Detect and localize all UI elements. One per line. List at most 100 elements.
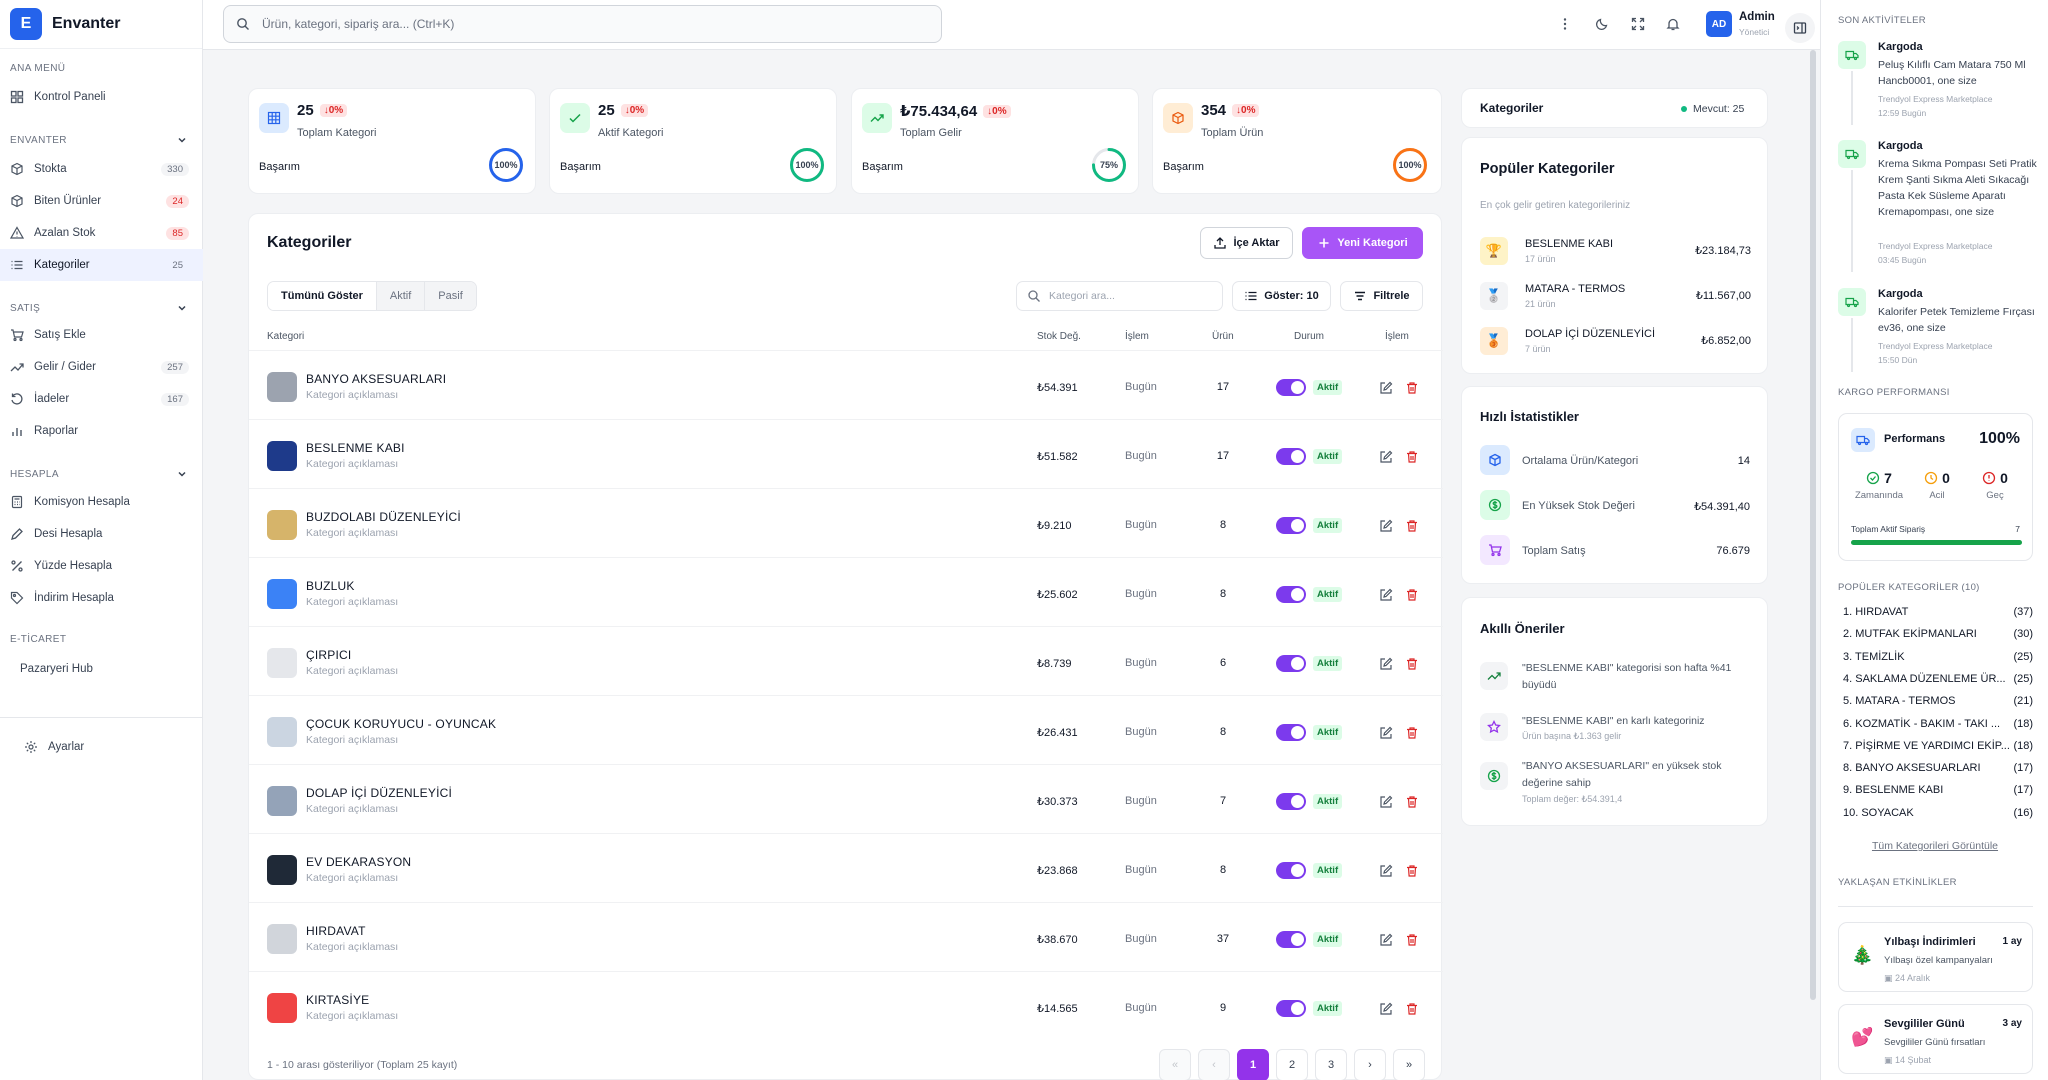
scrollbar[interactable]: [1810, 50, 1816, 1000]
fullscreen-icon[interactable]: [1631, 17, 1645, 31]
pagination-first[interactable]: «: [1159, 1049, 1191, 1080]
sidebar-item-desi[interactable]: Desi Hesapla: [0, 518, 203, 550]
panel-toggle-button[interactable]: [1785, 13, 1815, 43]
more-vertical-icon[interactable]: [1558, 17, 1572, 31]
table-row[interactable]: ÇIRPICI Kategori açıklaması ₺8.739 Bugün…: [249, 626, 1443, 694]
popular-category-rank-item[interactable]: 1. HIRDAVAT (37): [1843, 606, 2033, 618]
category-name[interactable]: BUZDOLABI DÜZENLEYİCİ: [306, 510, 461, 524]
popular-category-item[interactable]: 🏆 BESLENME KABI 17 ürün ₺23.184,73: [1480, 232, 1751, 272]
status-toggle[interactable]: [1276, 793, 1306, 810]
sidebar-item-percent[interactable]: Yüzde Hesapla: [0, 550, 203, 582]
table-row[interactable]: HIRDAVAT Kategori açıklaması ₺38.670 Bug…: [249, 902, 1443, 970]
table-row[interactable]: DOLAP İÇİ DÜZENLEYİCİ Kategori açıklamas…: [249, 764, 1443, 832]
popular-category-rank-item[interactable]: 3. TEMİZLİK (25): [1843, 651, 2033, 663]
table-row[interactable]: BESLENME KABI Kategori açıklaması ₺51.58…: [249, 419, 1443, 487]
edit-icon[interactable]: [1379, 588, 1393, 602]
column-header-products[interactable]: Ürün: [1212, 331, 1234, 342]
import-button[interactable]: İçe Aktar: [1200, 227, 1293, 259]
status-toggle[interactable]: [1276, 931, 1306, 948]
section-title-sales[interactable]: SATIŞ: [0, 301, 203, 315]
trash-icon[interactable]: [1405, 381, 1419, 395]
trash-icon[interactable]: [1405, 657, 1419, 671]
edit-icon[interactable]: [1379, 795, 1393, 809]
page-size-button[interactable]: Göster: 10: [1232, 281, 1331, 311]
sidebar-item-settings[interactable]: Ayarlar: [0, 731, 203, 763]
filter-button[interactable]: Filtrele: [1340, 281, 1423, 311]
table-row[interactable]: BUZLUK Kategori açıklaması ₺25.602 Bugün…: [249, 557, 1443, 625]
status-toggle[interactable]: [1276, 379, 1306, 396]
sidebar-item-income-expense[interactable]: Gelir / Gider 257: [0, 351, 203, 383]
pagination-page-3[interactable]: 3: [1315, 1049, 1347, 1080]
edit-icon[interactable]: [1379, 933, 1393, 947]
popular-category-rank-item[interactable]: 5. MATARA - TERMOS (21): [1843, 695, 2033, 707]
status-toggle[interactable]: [1276, 655, 1306, 672]
trash-icon[interactable]: [1405, 726, 1419, 740]
category-name[interactable]: BESLENME KABI: [306, 441, 405, 455]
tab-passive[interactable]: Pasif: [424, 282, 476, 310]
user-name[interactable]: Admin: [1739, 11, 1775, 23]
category-search-input[interactable]: Kategori ara...: [1016, 281, 1223, 311]
pagination-last[interactable]: »: [1393, 1049, 1425, 1080]
sidebar-item-marketplace-hub[interactable]: Pazaryeri Hub: [0, 653, 203, 685]
popular-category-item[interactable]: 🥉 DOLAP İÇİ DÜZENLEYİCİ 7 ürün ₺6.852,00: [1480, 322, 1751, 362]
status-toggle[interactable]: [1276, 724, 1306, 741]
edit-icon[interactable]: [1379, 450, 1393, 464]
sidebar-item-out-of-stock[interactable]: Biten Ürünler 24: [0, 185, 203, 217]
trash-icon[interactable]: [1405, 588, 1419, 602]
event-card[interactable]: 🎄 Yılbaşı İndirimleri Yılbaşı özel kampa…: [1838, 922, 2033, 992]
category-name[interactable]: BANYO AKSESUARLARI: [306, 372, 447, 386]
popular-category-rank-item[interactable]: 4. SAKLAMA DÜZENLEME ÜR... (25): [1843, 673, 2033, 685]
sidebar-item-commission[interactable]: Komisyon Hesapla: [0, 486, 203, 518]
table-row[interactable]: KIRTASİYE Kategori açıklaması ₺14.565 Bu…: [249, 971, 1443, 1039]
section-title-inventory[interactable]: ENVANTER: [0, 133, 203, 147]
avatar[interactable]: AD: [1706, 11, 1732, 37]
tab-all[interactable]: Tümünü Göster: [268, 282, 376, 310]
popular-category-rank-item[interactable]: 10. SOYACAK (16): [1843, 807, 2033, 819]
category-name[interactable]: BUZLUK: [306, 579, 355, 593]
sidebar-item-low-stock[interactable]: Azalan Stok 85: [0, 217, 203, 249]
sidebar-item-discount[interactable]: İndirim Hesapla: [0, 582, 203, 614]
sidebar-item-categories[interactable]: Kategoriler 25: [0, 249, 203, 281]
status-toggle[interactable]: [1276, 862, 1306, 879]
popular-category-item[interactable]: 🥈 MATARA - TERMOS 21 ürün ₺11.567,00: [1480, 277, 1751, 317]
edit-icon[interactable]: [1379, 726, 1393, 740]
column-header-status[interactable]: Durum: [1294, 331, 1325, 342]
pagination-next[interactable]: ›: [1354, 1049, 1386, 1080]
category-name[interactable]: ÇIRPICI: [306, 648, 352, 662]
sidebar-item-reports[interactable]: Raporlar: [0, 415, 203, 447]
suggestion-item[interactable]: "BESLENME KABI" en karlı kategoriniz Ürü…: [1480, 713, 1752, 753]
table-row[interactable]: BUZDOLABI DÜZENLEYİCİ Kategori açıklamas…: [249, 488, 1443, 556]
table-row[interactable]: BANYO AKSESUARLARI Kategori açıklaması ₺…: [249, 350, 1443, 418]
section-title-calculate[interactable]: HESAPLA: [0, 467, 203, 481]
popular-category-rank-item[interactable]: 8. BANYO AKSESUARLARI (17): [1843, 762, 2033, 774]
sidebar-item-returns[interactable]: İadeler 167: [0, 383, 203, 415]
category-name[interactable]: HIRDAVAT: [306, 924, 366, 938]
pagination-page-1[interactable]: 1: [1237, 1049, 1269, 1080]
moon-icon[interactable]: [1595, 17, 1609, 31]
trash-icon[interactable]: [1405, 933, 1419, 947]
edit-icon[interactable]: [1379, 864, 1393, 878]
trash-icon[interactable]: [1405, 864, 1419, 878]
sidebar-item-in-stock[interactable]: Stokta 330: [0, 153, 203, 185]
category-name[interactable]: ÇOCUK KORUYUCU - OYUNCAK: [306, 717, 497, 731]
column-header-action[interactable]: İşlem: [1125, 331, 1149, 342]
tab-active[interactable]: Aktif: [375, 282, 425, 310]
global-search-input[interactable]: Ürün, kategori, sipariş ara... (Ctrl+K): [223, 5, 942, 43]
trash-icon[interactable]: [1405, 450, 1419, 464]
column-header-stock[interactable]: Stok Değ.: [1037, 331, 1081, 342]
brand[interactable]: E Envanter: [0, 0, 202, 49]
sidebar-item-add-sale[interactable]: Satış Ekle: [0, 319, 203, 351]
pagination-page-2[interactable]: 2: [1276, 1049, 1308, 1080]
edit-icon[interactable]: [1379, 1002, 1393, 1016]
table-row[interactable]: ÇOCUK KORUYUCU - OYUNCAK Kategori açıkla…: [249, 695, 1443, 763]
activity-item[interactable]: Kargoda Krema Sıkma Pompası Seti Pratik …: [1838, 140, 2043, 272]
suggestion-item[interactable]: "BESLENME KABI" kategorisi son hafta %41…: [1480, 660, 1752, 700]
pagination-prev[interactable]: ‹: [1198, 1049, 1230, 1080]
view-all-categories-link[interactable]: Tüm Kategorileri Görüntüle: [1871, 840, 1999, 852]
category-name[interactable]: EV DEKARASYON: [306, 855, 412, 869]
edit-icon[interactable]: [1379, 657, 1393, 671]
trash-icon[interactable]: [1405, 795, 1419, 809]
popular-category-rank-item[interactable]: 2. MUTFAK EKİPMANLARI (30): [1843, 628, 2033, 640]
sidebar-item-dashboard[interactable]: Kontrol Paneli: [0, 81, 203, 113]
suggestion-item[interactable]: "BANYO AKSESUARLARI" en yüksek stok değe…: [1480, 758, 1752, 804]
